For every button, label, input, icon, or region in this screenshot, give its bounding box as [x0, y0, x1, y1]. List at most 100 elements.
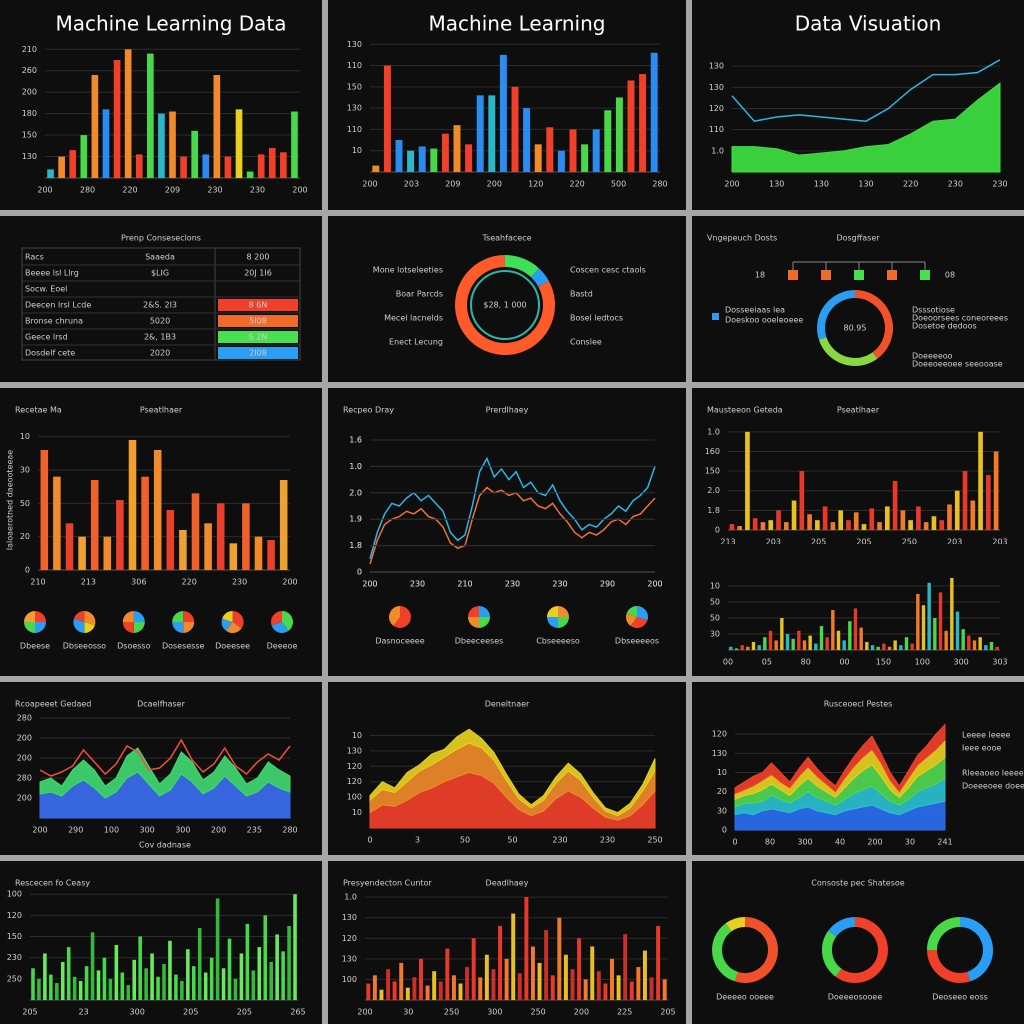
- bar: [392, 981, 397, 1000]
- y-tick-label: 120: [342, 934, 357, 943]
- bar: [649, 977, 654, 1000]
- bar: [150, 953, 154, 1000]
- x-tick-label: 300: [954, 658, 969, 667]
- bar: [780, 618, 784, 650]
- bar: [224, 156, 232, 178]
- x-tick-label: 3: [415, 836, 420, 845]
- bar: [791, 638, 795, 650]
- line: [369, 486, 656, 565]
- donut-label: Dosseeiaas lea: [725, 306, 785, 315]
- bar: [808, 635, 812, 650]
- bar: [476, 95, 484, 172]
- y-tick-label: 10: [352, 146, 362, 155]
- x-tick-label: 30: [905, 838, 915, 847]
- bar: [986, 475, 991, 530]
- bar: [557, 150, 565, 172]
- pie-slice: [479, 606, 490, 617]
- pie-slice: [630, 617, 648, 628]
- x-tick-label: 210: [30, 578, 45, 587]
- bar: [156, 976, 160, 1000]
- chart-title: Machine Learning Data: [55, 12, 286, 36]
- bar: [877, 522, 882, 530]
- y-tick-label: 2.0: [707, 486, 720, 495]
- x-tick-label: 235: [247, 826, 262, 835]
- pie-label: Dosesesse: [162, 642, 205, 651]
- bar: [169, 111, 176, 178]
- pie-slice: [626, 606, 637, 617]
- pie-label: Cbseeeeso: [536, 637, 580, 646]
- bar: [604, 110, 612, 172]
- donut-label: Doeskoo ooeleoeee: [725, 316, 803, 325]
- bar: [484, 954, 489, 1000]
- bar: [31, 968, 35, 1000]
- bar: [776, 510, 781, 530]
- bar: [291, 111, 298, 178]
- y-tick-label: 1.8: [349, 541, 362, 550]
- x-tick-label: 230: [600, 836, 615, 845]
- y-tick-label: 1.0: [349, 462, 362, 471]
- bar: [530, 946, 535, 1000]
- pie-slice: [73, 611, 85, 622]
- box-label: 08: [945, 271, 955, 280]
- bar: [180, 980, 184, 1000]
- bar: [174, 974, 178, 1000]
- pie-slice: [393, 606, 412, 629]
- area: [734, 723, 946, 795]
- x-tick-label: 300: [797, 838, 812, 847]
- line: [39, 738, 291, 777]
- bar: [876, 646, 880, 650]
- bar: [55, 983, 59, 1000]
- y-tick-label: 120: [7, 911, 22, 920]
- bar: [53, 476, 61, 570]
- table-cell: 20J 1I6: [244, 269, 272, 278]
- y-tick-label: 260: [22, 66, 37, 75]
- pie-slice: [133, 611, 145, 622]
- donut-label: Doeeeeoo: [912, 352, 953, 361]
- donut-segment: [734, 917, 778, 983]
- bar: [141, 476, 149, 570]
- bar: [908, 520, 913, 530]
- y-tick-label: 200: [17, 794, 32, 803]
- chart-subtitle: Deadlhaey: [486, 879, 529, 888]
- pie-slice: [221, 618, 233, 631]
- pie-label: Dbseeosso: [63, 642, 106, 651]
- x-tick-label: 205: [237, 1008, 252, 1017]
- bar: [144, 968, 148, 1000]
- x-tick-label: 50: [507, 836, 517, 845]
- bar: [921, 605, 926, 650]
- bar: [66, 947, 71, 1000]
- bar: [939, 520, 945, 530]
- donut-label: Conslee: [570, 338, 602, 347]
- y-tick-label: 30: [717, 806, 727, 815]
- x-tick-label: 280: [80, 186, 95, 195]
- bar: [202, 154, 210, 178]
- bar: [451, 975, 456, 1000]
- bar: [180, 156, 187, 178]
- donut-label: Coscen cesc ctaols: [570, 266, 646, 275]
- y-tick-label: 200: [17, 734, 32, 743]
- bar: [58, 156, 65, 178]
- y-tick-label: 10: [352, 808, 362, 817]
- chart-subtitle: Pseatlhaer: [140, 406, 183, 415]
- bar: [740, 645, 744, 650]
- x-tick-label: 00: [723, 658, 733, 667]
- bar: [279, 480, 288, 570]
- table-cell: Socw. Eoel: [25, 285, 67, 294]
- bar: [774, 640, 778, 650]
- panel: [692, 0, 1024, 210]
- bar: [797, 630, 801, 650]
- x-tick-label: 40: [835, 838, 845, 847]
- y-tick-label: 10: [352, 731, 362, 740]
- x-tick-label: 30: [403, 1008, 413, 1017]
- bar: [114, 945, 119, 1000]
- table-cell: 8 6N: [249, 301, 268, 310]
- y-tick-label: 130: [709, 62, 724, 71]
- bar: [892, 480, 898, 530]
- bar: [395, 140, 403, 172]
- y-tick-label: 130: [347, 40, 362, 49]
- y-tick-label: 130: [347, 746, 362, 755]
- bar: [537, 962, 542, 1000]
- y-tick-label: 50: [710, 614, 720, 623]
- x-tick-label: 50: [460, 836, 470, 845]
- donut-label: Dsssotiose: [912, 306, 955, 315]
